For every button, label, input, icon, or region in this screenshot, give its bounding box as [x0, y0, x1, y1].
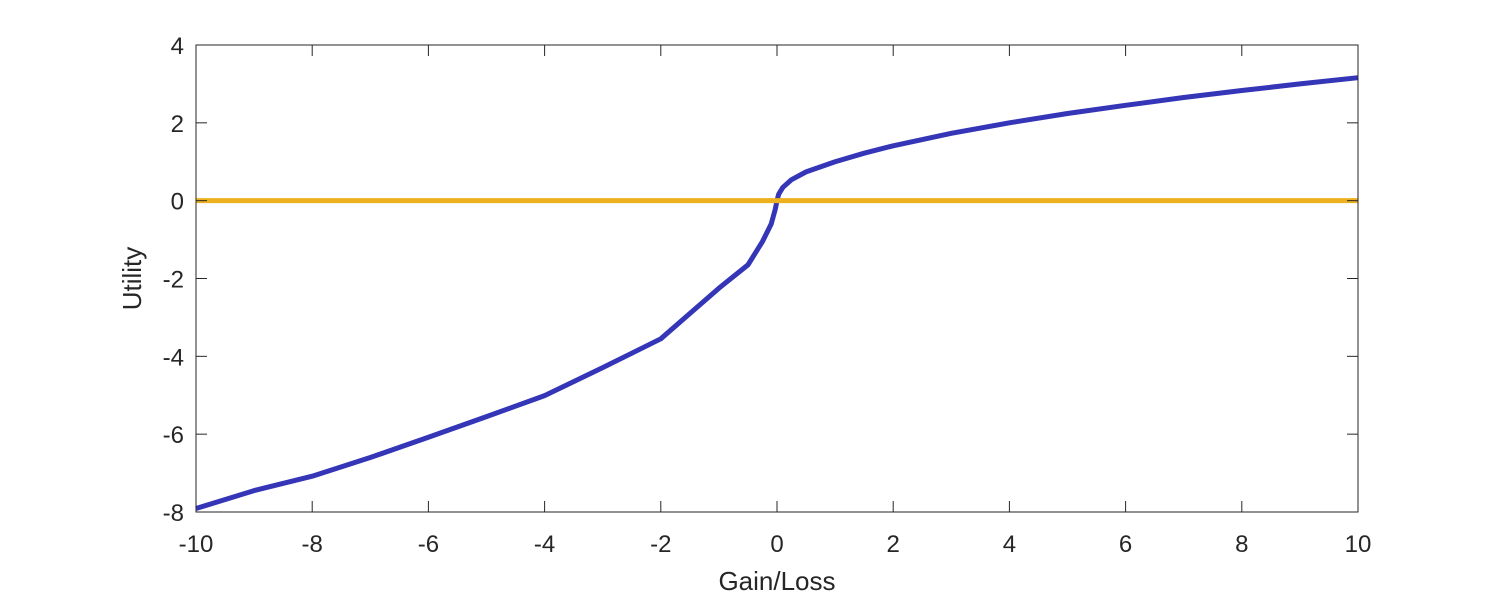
x-tick-label: 4	[1003, 531, 1016, 558]
x-tick-label: -6	[418, 531, 439, 558]
y-tick-label: 4	[171, 33, 184, 60]
y-tick-label: -2	[163, 267, 184, 294]
y-tick-label: 2	[171, 111, 184, 138]
axes-box	[195, 44, 1359, 513]
x-tick-label: 10	[1345, 531, 1372, 558]
y-tick-label: -4	[163, 344, 184, 371]
plot-area	[195, 75, 1359, 511]
utility-curve	[195, 75, 1359, 511]
y-axis-label: Utility	[117, 247, 147, 311]
y-tick-label: -6	[163, 422, 184, 449]
axis-ticks: -10 -8 -6 -4 -2 0 2 4 6 8 10 -8 -6 -4 -2 0 2 4	[163, 33, 1372, 558]
x-axis-label: Gain/Loss	[718, 566, 835, 596]
x-tick-label: -2	[650, 531, 671, 558]
x-tick-label: 0	[770, 531, 783, 558]
x-tick-label: -10	[179, 531, 214, 558]
y-tick-label: 0	[171, 189, 184, 216]
x-tick-label: 8	[1235, 531, 1248, 558]
y-tick-label: -8	[163, 500, 184, 527]
x-tick-label: 2	[887, 531, 900, 558]
x-tick-label: 6	[1119, 531, 1132, 558]
x-tick-label: -8	[302, 531, 323, 558]
x-tick-label: -4	[534, 531, 555, 558]
